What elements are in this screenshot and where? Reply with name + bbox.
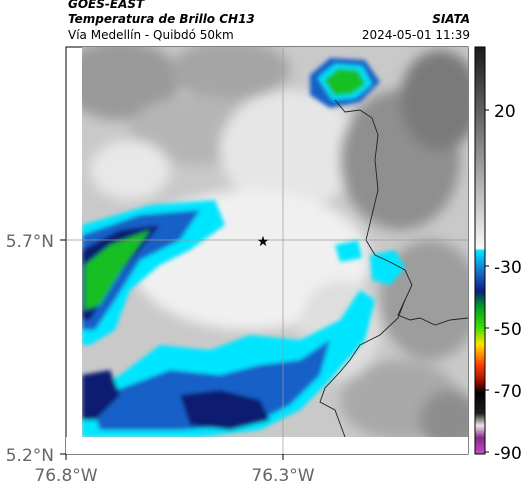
- map-title: Temperatura de Brillo CH13: [68, 12, 255, 26]
- colorbar-tick-label: 20: [494, 102, 516, 122]
- lat-tick-label: 5.7°N: [6, 232, 54, 252]
- colorbar: [474, 46, 486, 455]
- timestamp: 2024-05-01 11:39: [361, 28, 470, 42]
- map-subtitle: Vía Medellín - Quibdó 50km: [68, 28, 234, 42]
- organization-label: SIATA: [432, 12, 470, 26]
- lon-tick-label: 76.3°W: [251, 466, 314, 486]
- satellite-label: GOES-EAST: [68, 0, 145, 11]
- colorbar-ticks: 20 -30 -50 -70 -90: [485, 102, 522, 464]
- colorbar-tick-label: -70: [494, 382, 522, 402]
- border-line: [334, 99, 468, 326]
- colorbar-tick-label: -90: [494, 444, 522, 464]
- lat-tick-label: 5.2°N: [6, 446, 54, 466]
- coastline: [319, 299, 406, 437]
- colorbar-tick-label: -30: [494, 258, 522, 278]
- colorbar-tick-label: -50: [494, 320, 522, 340]
- lon-tick-label: 76.8°W: [34, 466, 97, 486]
- star-icon: ★: [257, 234, 270, 250]
- brightness-temperature-field: [82, 47, 468, 437]
